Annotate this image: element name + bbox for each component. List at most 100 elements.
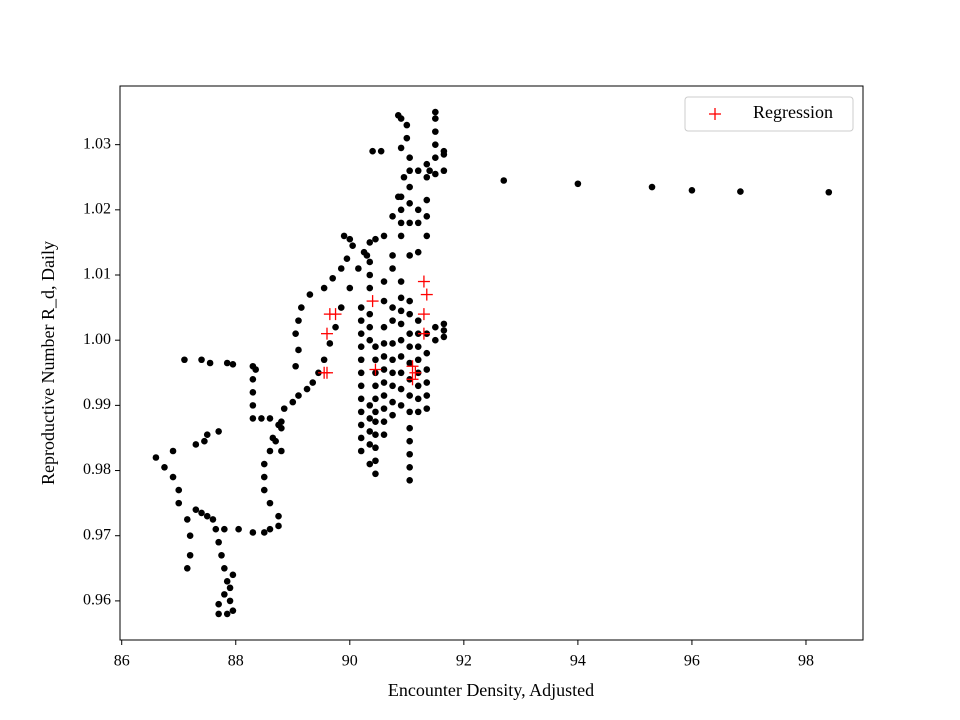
point (389, 411, 396, 419)
point (221, 565, 228, 572)
point (406, 424, 413, 432)
point (249, 375, 257, 383)
point (266, 525, 274, 533)
point (266, 415, 274, 422)
point (169, 473, 177, 481)
point (346, 235, 354, 243)
point (372, 382, 379, 390)
y-tick-label: 1.00 (83, 331, 111, 348)
point (414, 248, 422, 256)
point (389, 304, 396, 311)
point (406, 154, 413, 161)
point (406, 200, 413, 207)
y-tick-label: 0.97 (83, 526, 111, 543)
point (215, 428, 222, 435)
point (372, 408, 379, 416)
point (369, 147, 376, 155)
point (215, 600, 222, 608)
point (423, 379, 431, 386)
point (372, 343, 379, 351)
point (181, 356, 188, 364)
point (440, 327, 448, 334)
point (260, 529, 268, 536)
point (397, 369, 405, 377)
point (406, 330, 413, 337)
point (366, 441, 374, 448)
point (406, 437, 413, 445)
point (406, 167, 413, 175)
point (406, 343, 413, 351)
point (400, 173, 408, 181)
point (357, 330, 365, 337)
point (278, 418, 285, 425)
point (432, 141, 439, 148)
point (366, 460, 374, 468)
plot-frame (119, 85, 864, 641)
point (229, 571, 237, 579)
point (218, 551, 225, 559)
point (289, 398, 297, 406)
point (175, 499, 183, 507)
point (266, 499, 274, 507)
point (423, 349, 431, 357)
point (349, 242, 356, 249)
plus-marker (406, 373, 419, 386)
point (380, 379, 388, 386)
point (223, 359, 231, 367)
point (340, 232, 348, 240)
point (372, 235, 379, 243)
point (397, 206, 405, 214)
point (201, 437, 208, 445)
point (357, 447, 365, 455)
x-tick-label: 86 (114, 653, 130, 670)
y-tick-label: 1.01 (83, 266, 111, 283)
point (152, 454, 160, 461)
point (161, 463, 168, 471)
point (192, 441, 200, 448)
point (414, 408, 422, 416)
point (414, 356, 422, 364)
point (212, 525, 220, 533)
point (406, 219, 413, 227)
point (377, 147, 385, 155)
point (688, 186, 696, 194)
point (372, 444, 379, 452)
point (423, 173, 431, 181)
point (737, 188, 744, 195)
point (298, 304, 305, 311)
x-tick-label: 94 (570, 653, 586, 670)
point (366, 258, 374, 266)
y-axis-label: Reproductive Number R_d, Daily (38, 241, 58, 485)
plus-marker (709, 108, 721, 120)
point (266, 447, 274, 455)
point (414, 206, 422, 214)
point (389, 369, 396, 377)
point (423, 366, 431, 373)
point (394, 112, 402, 119)
point (275, 512, 282, 520)
point (397, 193, 405, 201)
point (249, 389, 257, 396)
point (175, 486, 183, 494)
point (229, 607, 237, 614)
point (372, 356, 379, 364)
point (357, 369, 365, 377)
point (366, 323, 374, 331)
point (406, 252, 413, 259)
y-tick-label: 0.99 (83, 396, 111, 413)
point (169, 447, 177, 455)
point (403, 121, 411, 129)
point (320, 356, 328, 364)
legend-label: Regression (753, 102, 833, 122)
point (366, 402, 374, 409)
point (432, 108, 439, 116)
point (414, 382, 422, 390)
y-tick-label: 1.02 (83, 201, 111, 218)
point (372, 418, 379, 425)
point (203, 431, 211, 438)
point (360, 248, 368, 256)
point (343, 255, 351, 263)
point (406, 477, 413, 484)
point (406, 359, 413, 367)
